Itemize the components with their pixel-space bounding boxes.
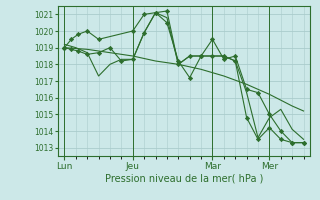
X-axis label: Pression niveau de la mer( hPa ): Pression niveau de la mer( hPa ) [105,173,263,183]
